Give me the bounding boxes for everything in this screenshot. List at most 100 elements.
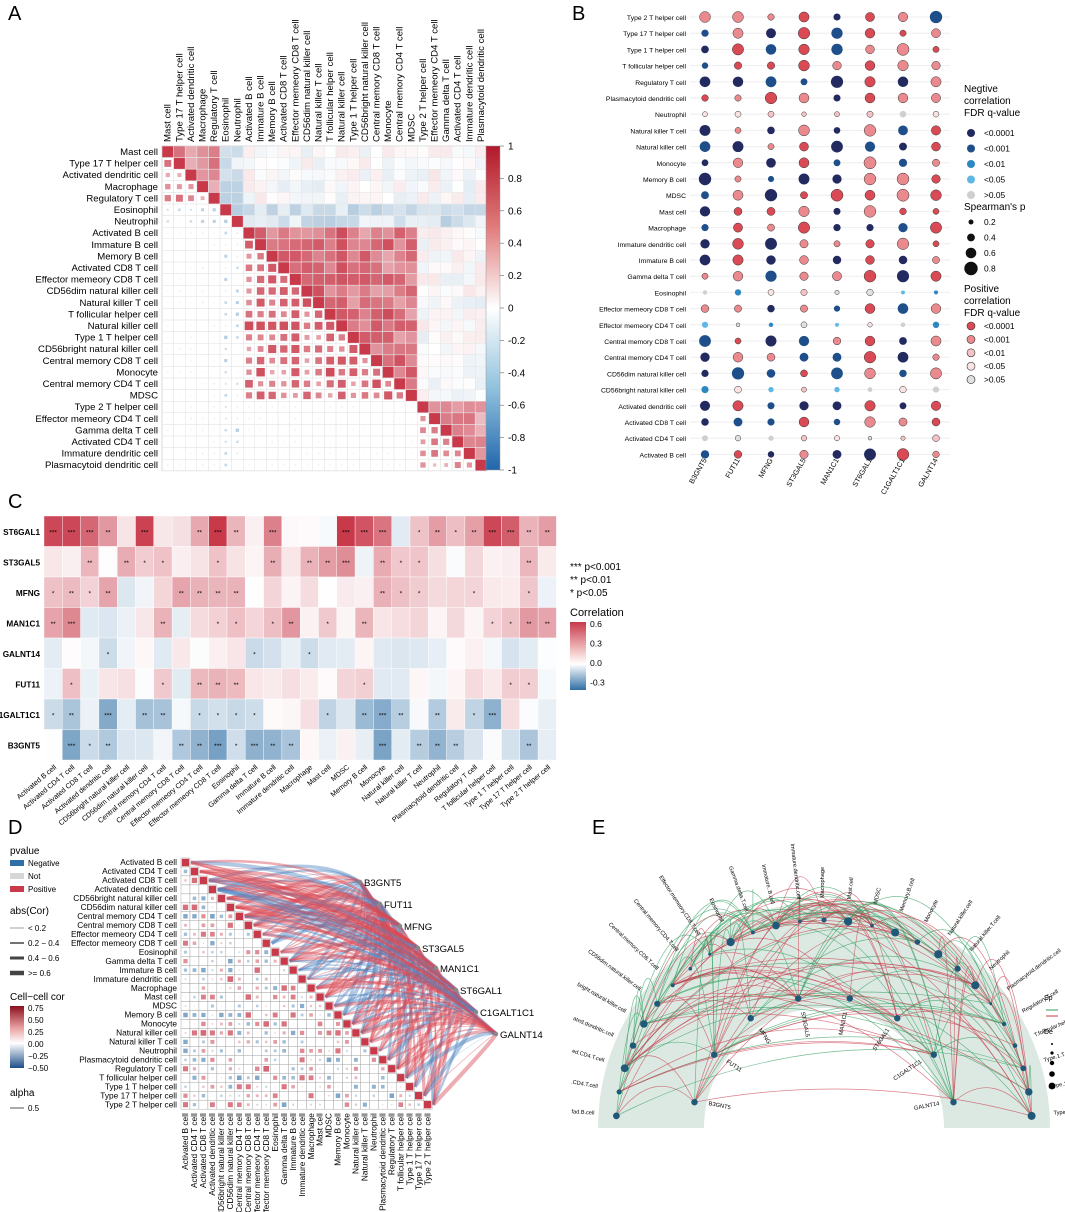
triangle-d-square (201, 896, 206, 901)
matrix-a-square (326, 356, 335, 365)
network-d-link (359, 925, 404, 1034)
network-d-link (341, 881, 370, 1016)
dotplot-b-col-label: GALNT14 (916, 457, 940, 489)
triangle-d-square (289, 966, 297, 974)
matrix-a-square (364, 429, 366, 431)
network-d-link (244, 910, 420, 950)
matrix-a-square (268, 391, 276, 400)
legend-d-pos-label: Positive (28, 885, 57, 894)
heatmap-c-star: ** (197, 590, 203, 597)
matrix-a-cell (359, 227, 371, 239)
matrix-a-cell (394, 192, 406, 204)
matrix-a-cell (463, 157, 475, 169)
dotplot-b-point (833, 159, 841, 167)
heatmap-c-cell (98, 546, 118, 578)
heatmap-c-cell (464, 668, 484, 700)
legend-e-title-sp: Sp (1044, 995, 1053, 1002)
matrix-a-cell (347, 308, 359, 320)
heatmap-c-cell (519, 637, 539, 669)
dotplot-b-point (930, 367, 942, 380)
triangle-d-col-label: Memory B cell (333, 1113, 343, 1166)
triangle-d-square (255, 950, 260, 955)
heatmap-c-star: *** (68, 529, 76, 536)
matrix-a-cell (289, 227, 301, 239)
arc-e-outer-node (914, 939, 921, 945)
legend-d-pvalue-title: pvalue (10, 846, 40, 857)
heatmap-c-cell (428, 607, 447, 639)
triangle-d-square (273, 986, 278, 991)
matrix-a-cell (463, 146, 475, 158)
triangle-d-square (246, 950, 251, 955)
network-d-link (360, 966, 437, 1035)
triangle-d-square (379, 1056, 387, 1064)
matrix-a-cell (359, 343, 371, 355)
matrix-a-cell (440, 239, 452, 251)
colorbar-a-label: -0.6 (508, 401, 526, 412)
matrix-a-row-label: Gamma delta T cell (75, 425, 158, 436)
triangle-d-square (202, 950, 205, 954)
dotplot-b-col-label: ST6GAL1 (850, 456, 874, 488)
matrix-a-cell (313, 285, 325, 297)
matrix-a-square (166, 220, 169, 223)
dotplot-b-point (799, 352, 809, 362)
matrix-a-cell (475, 169, 487, 181)
matrix-a-square (329, 452, 331, 455)
dotplot-b-point (833, 94, 841, 102)
triangle-d-square (193, 951, 195, 953)
matrix-a-cell (417, 343, 429, 355)
matrix-a-cell (208, 146, 220, 158)
legend-d-abs-label-4: >= 0.6 (28, 969, 51, 978)
legend-d-pos-swatch (10, 886, 24, 892)
matrix-a-cell (313, 192, 325, 204)
triangle-d-square (345, 1049, 348, 1052)
heatmap-c-cell (43, 546, 63, 578)
network-d-link (289, 955, 458, 992)
matrix-a-cell (475, 239, 487, 251)
matrix-a-square (304, 311, 310, 317)
matrix-a-cell (278, 250, 290, 262)
network-d-link (190, 859, 381, 905)
matrix-a-cell (336, 250, 348, 262)
triangle-d-square (292, 1103, 295, 1106)
network-d-link (358, 880, 402, 1069)
matrix-a-square (302, 298, 312, 307)
matrix-a-row-label: Central memory CD8 T cell (43, 356, 158, 367)
matrix-a-square (224, 231, 228, 235)
dotplot-b-point (698, 172, 712, 186)
matrix-a-cell (452, 436, 464, 448)
matrix-a-square (410, 417, 413, 420)
triangle-d-square (282, 1031, 286, 1035)
matrix-a-col-label: Activated B cell (244, 76, 255, 142)
network-d-link (358, 880, 409, 1078)
heatmap-c-star: * (217, 712, 220, 719)
triangle-d-square (292, 1050, 294, 1052)
triangle-d-square (408, 1094, 411, 1097)
matrix-a-cell (452, 285, 464, 297)
matrix-a-cell (289, 169, 301, 181)
dotplot-b-row-label: Memory B cell (643, 177, 687, 184)
matrix-a-square (175, 194, 183, 202)
heatmap-c-star: * (509, 621, 512, 628)
triangle-d-square (193, 888, 195, 890)
dotplot-b-point (765, 270, 777, 282)
matrix-a-square (271, 452, 273, 455)
matrix-a-square (201, 417, 204, 420)
matrix-a-square (385, 380, 392, 387)
heatmap-c-cell (446, 698, 466, 730)
heatmap-c-cell (428, 668, 447, 700)
matrix-a-square (329, 429, 331, 431)
matrix-a-col-label: Central memory CD8 T cell (372, 27, 383, 142)
matrix-a-cell (243, 157, 255, 169)
arc-e-outer-label: Regulatory.T.cell (1021, 989, 1059, 1015)
triangle-d-square (237, 986, 242, 990)
dotplot-b-point (767, 126, 775, 135)
triangle-d-square (190, 867, 199, 876)
triangle-d-square (255, 1040, 259, 1044)
network-d-link (360, 947, 420, 1034)
matrix-a-square (291, 287, 300, 295)
matrix-a-square (213, 383, 215, 385)
matrix-a-square (190, 232, 192, 234)
triangle-d-square (247, 987, 249, 989)
matrix-a-square (190, 359, 192, 362)
dotplot-b-point (831, 43, 843, 56)
